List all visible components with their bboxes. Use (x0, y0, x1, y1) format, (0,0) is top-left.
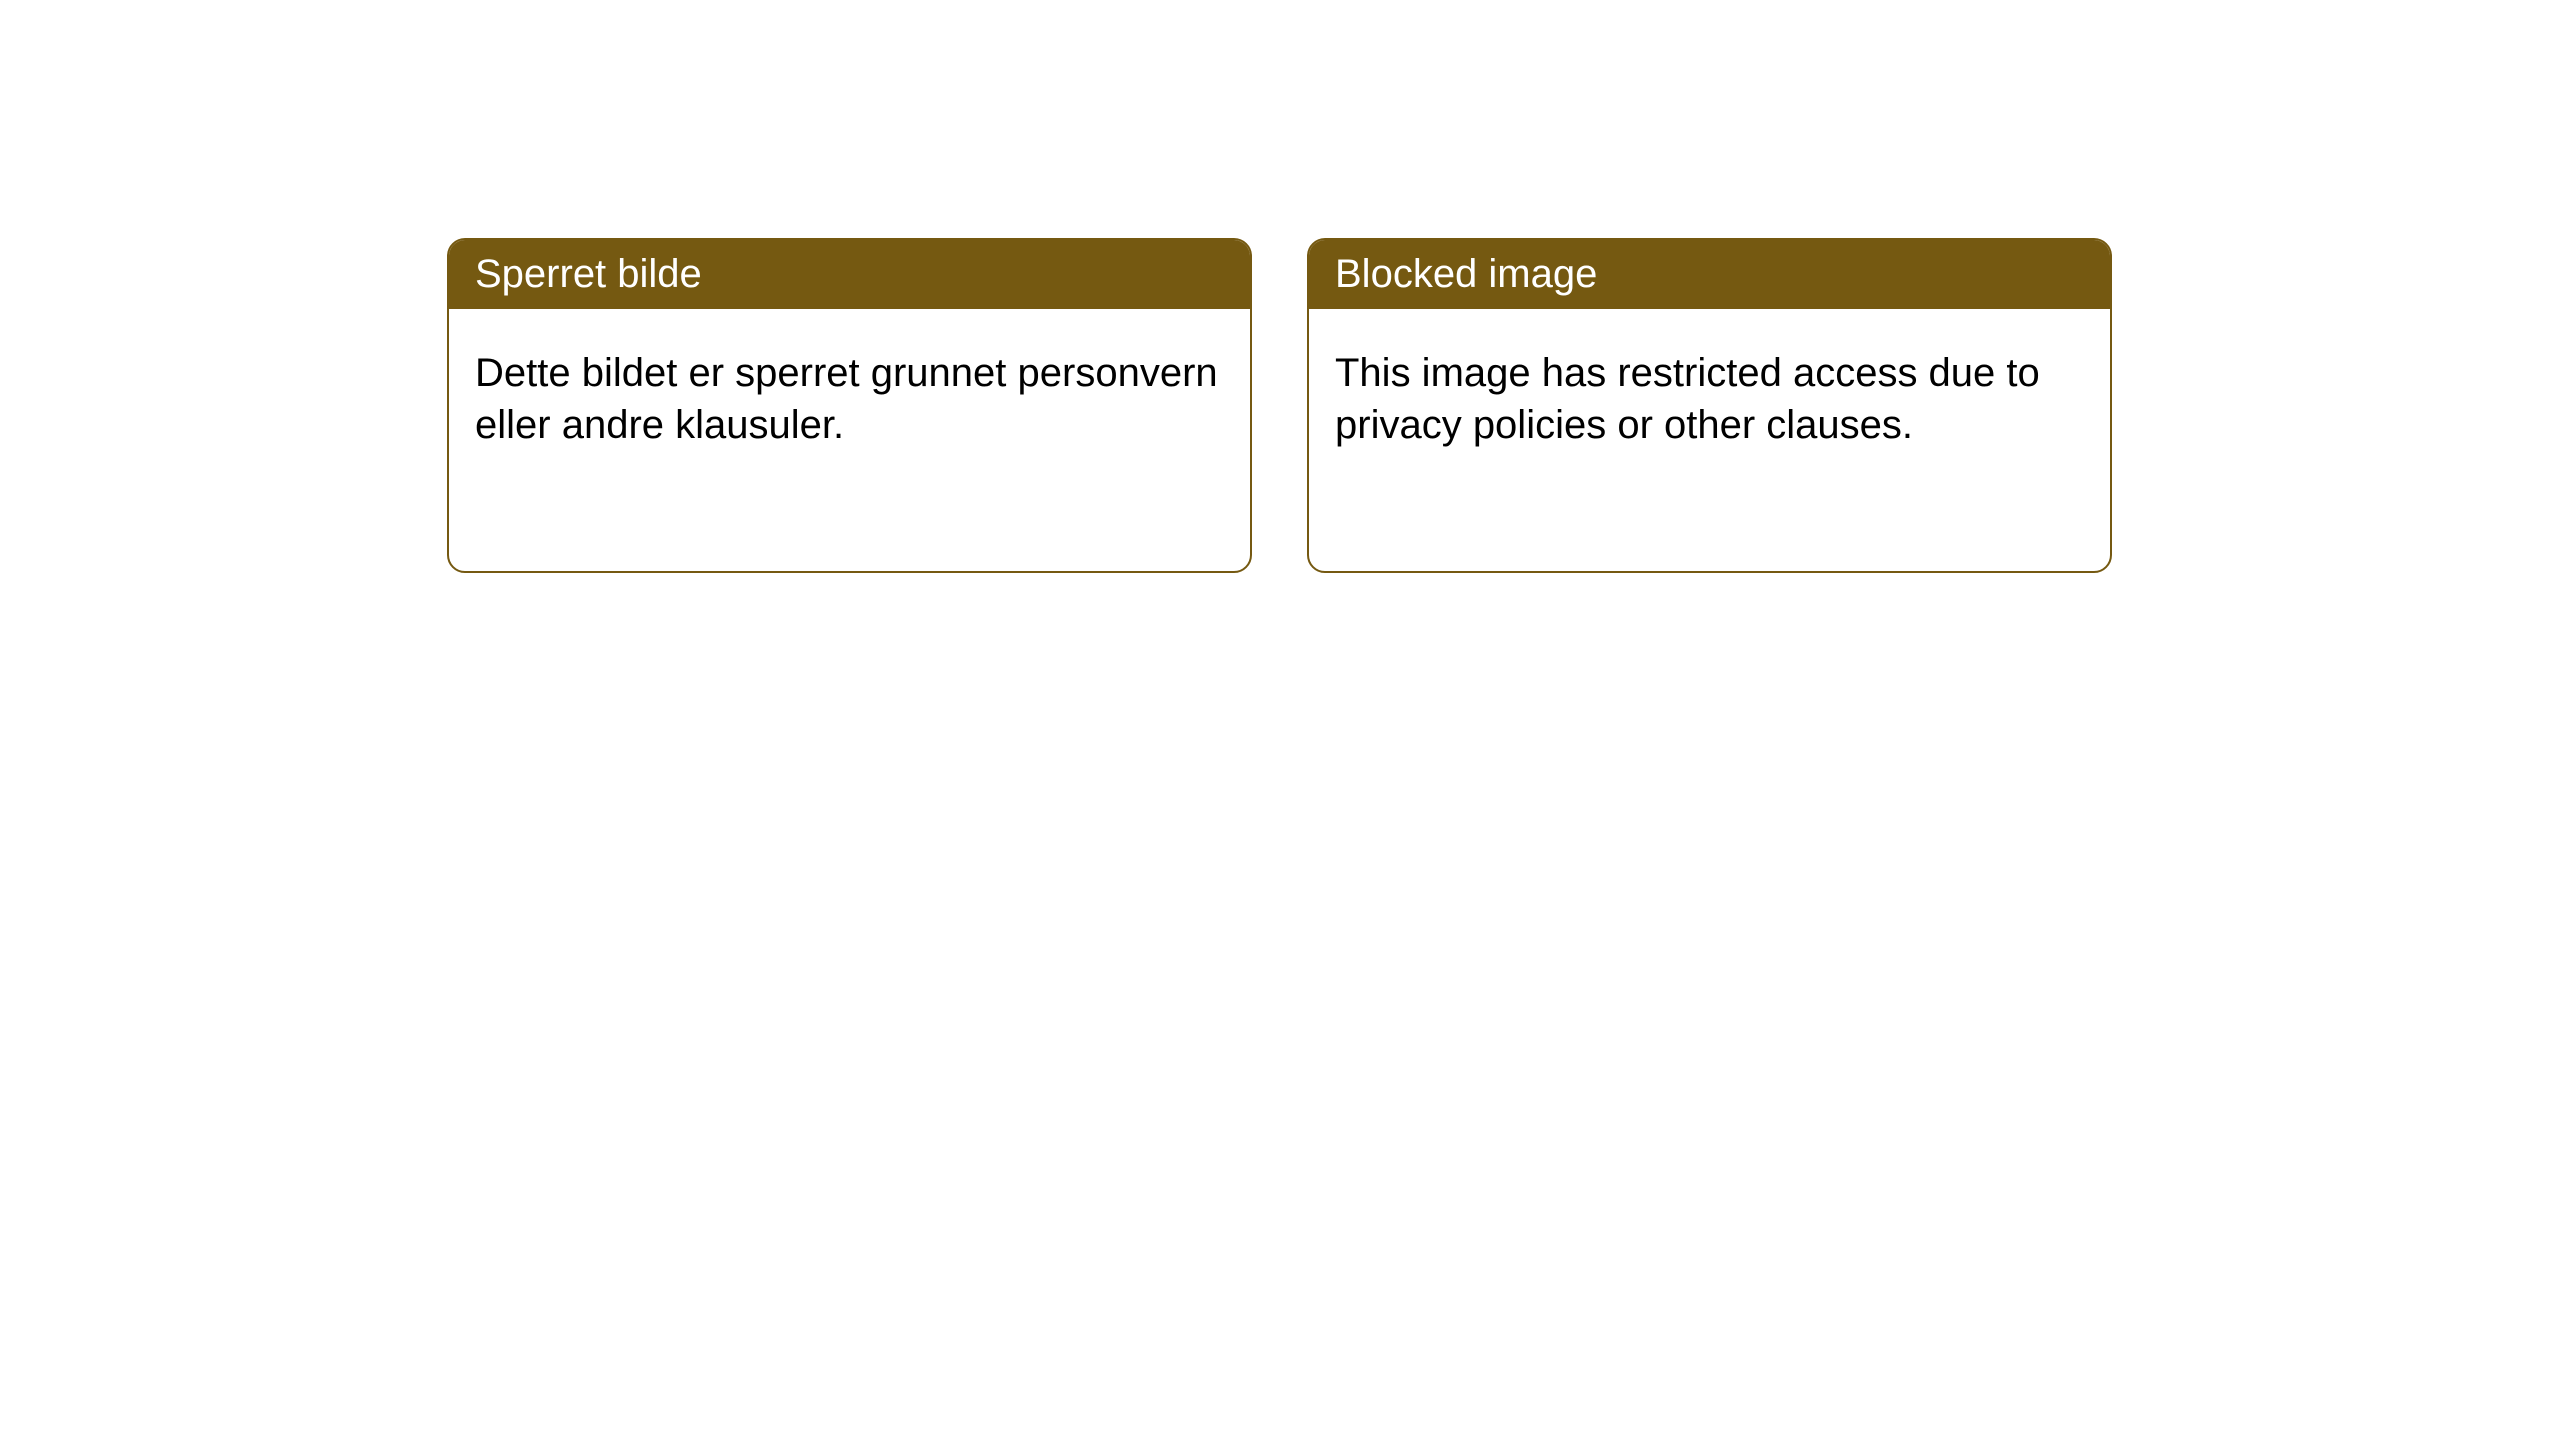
notice-container: Sperret bilde Dette bildet er sperret gr… (0, 0, 2560, 573)
notice-title-english: Blocked image (1335, 252, 1597, 296)
notice-box-english: Blocked image This image has restricted … (1307, 238, 2112, 573)
notice-title-norwegian: Sperret bilde (475, 252, 702, 296)
notice-message-norwegian: Dette bildet er sperret grunnet personve… (475, 351, 1218, 447)
notice-box-norwegian: Sperret bilde Dette bildet er sperret gr… (447, 238, 1252, 573)
notice-header-english: Blocked image (1309, 240, 2110, 309)
notice-header-norwegian: Sperret bilde (449, 240, 1250, 309)
notice-message-english: This image has restricted access due to … (1335, 351, 2040, 447)
notice-body-norwegian: Dette bildet er sperret grunnet personve… (449, 309, 1250, 489)
notice-body-english: This image has restricted access due to … (1309, 309, 2110, 489)
